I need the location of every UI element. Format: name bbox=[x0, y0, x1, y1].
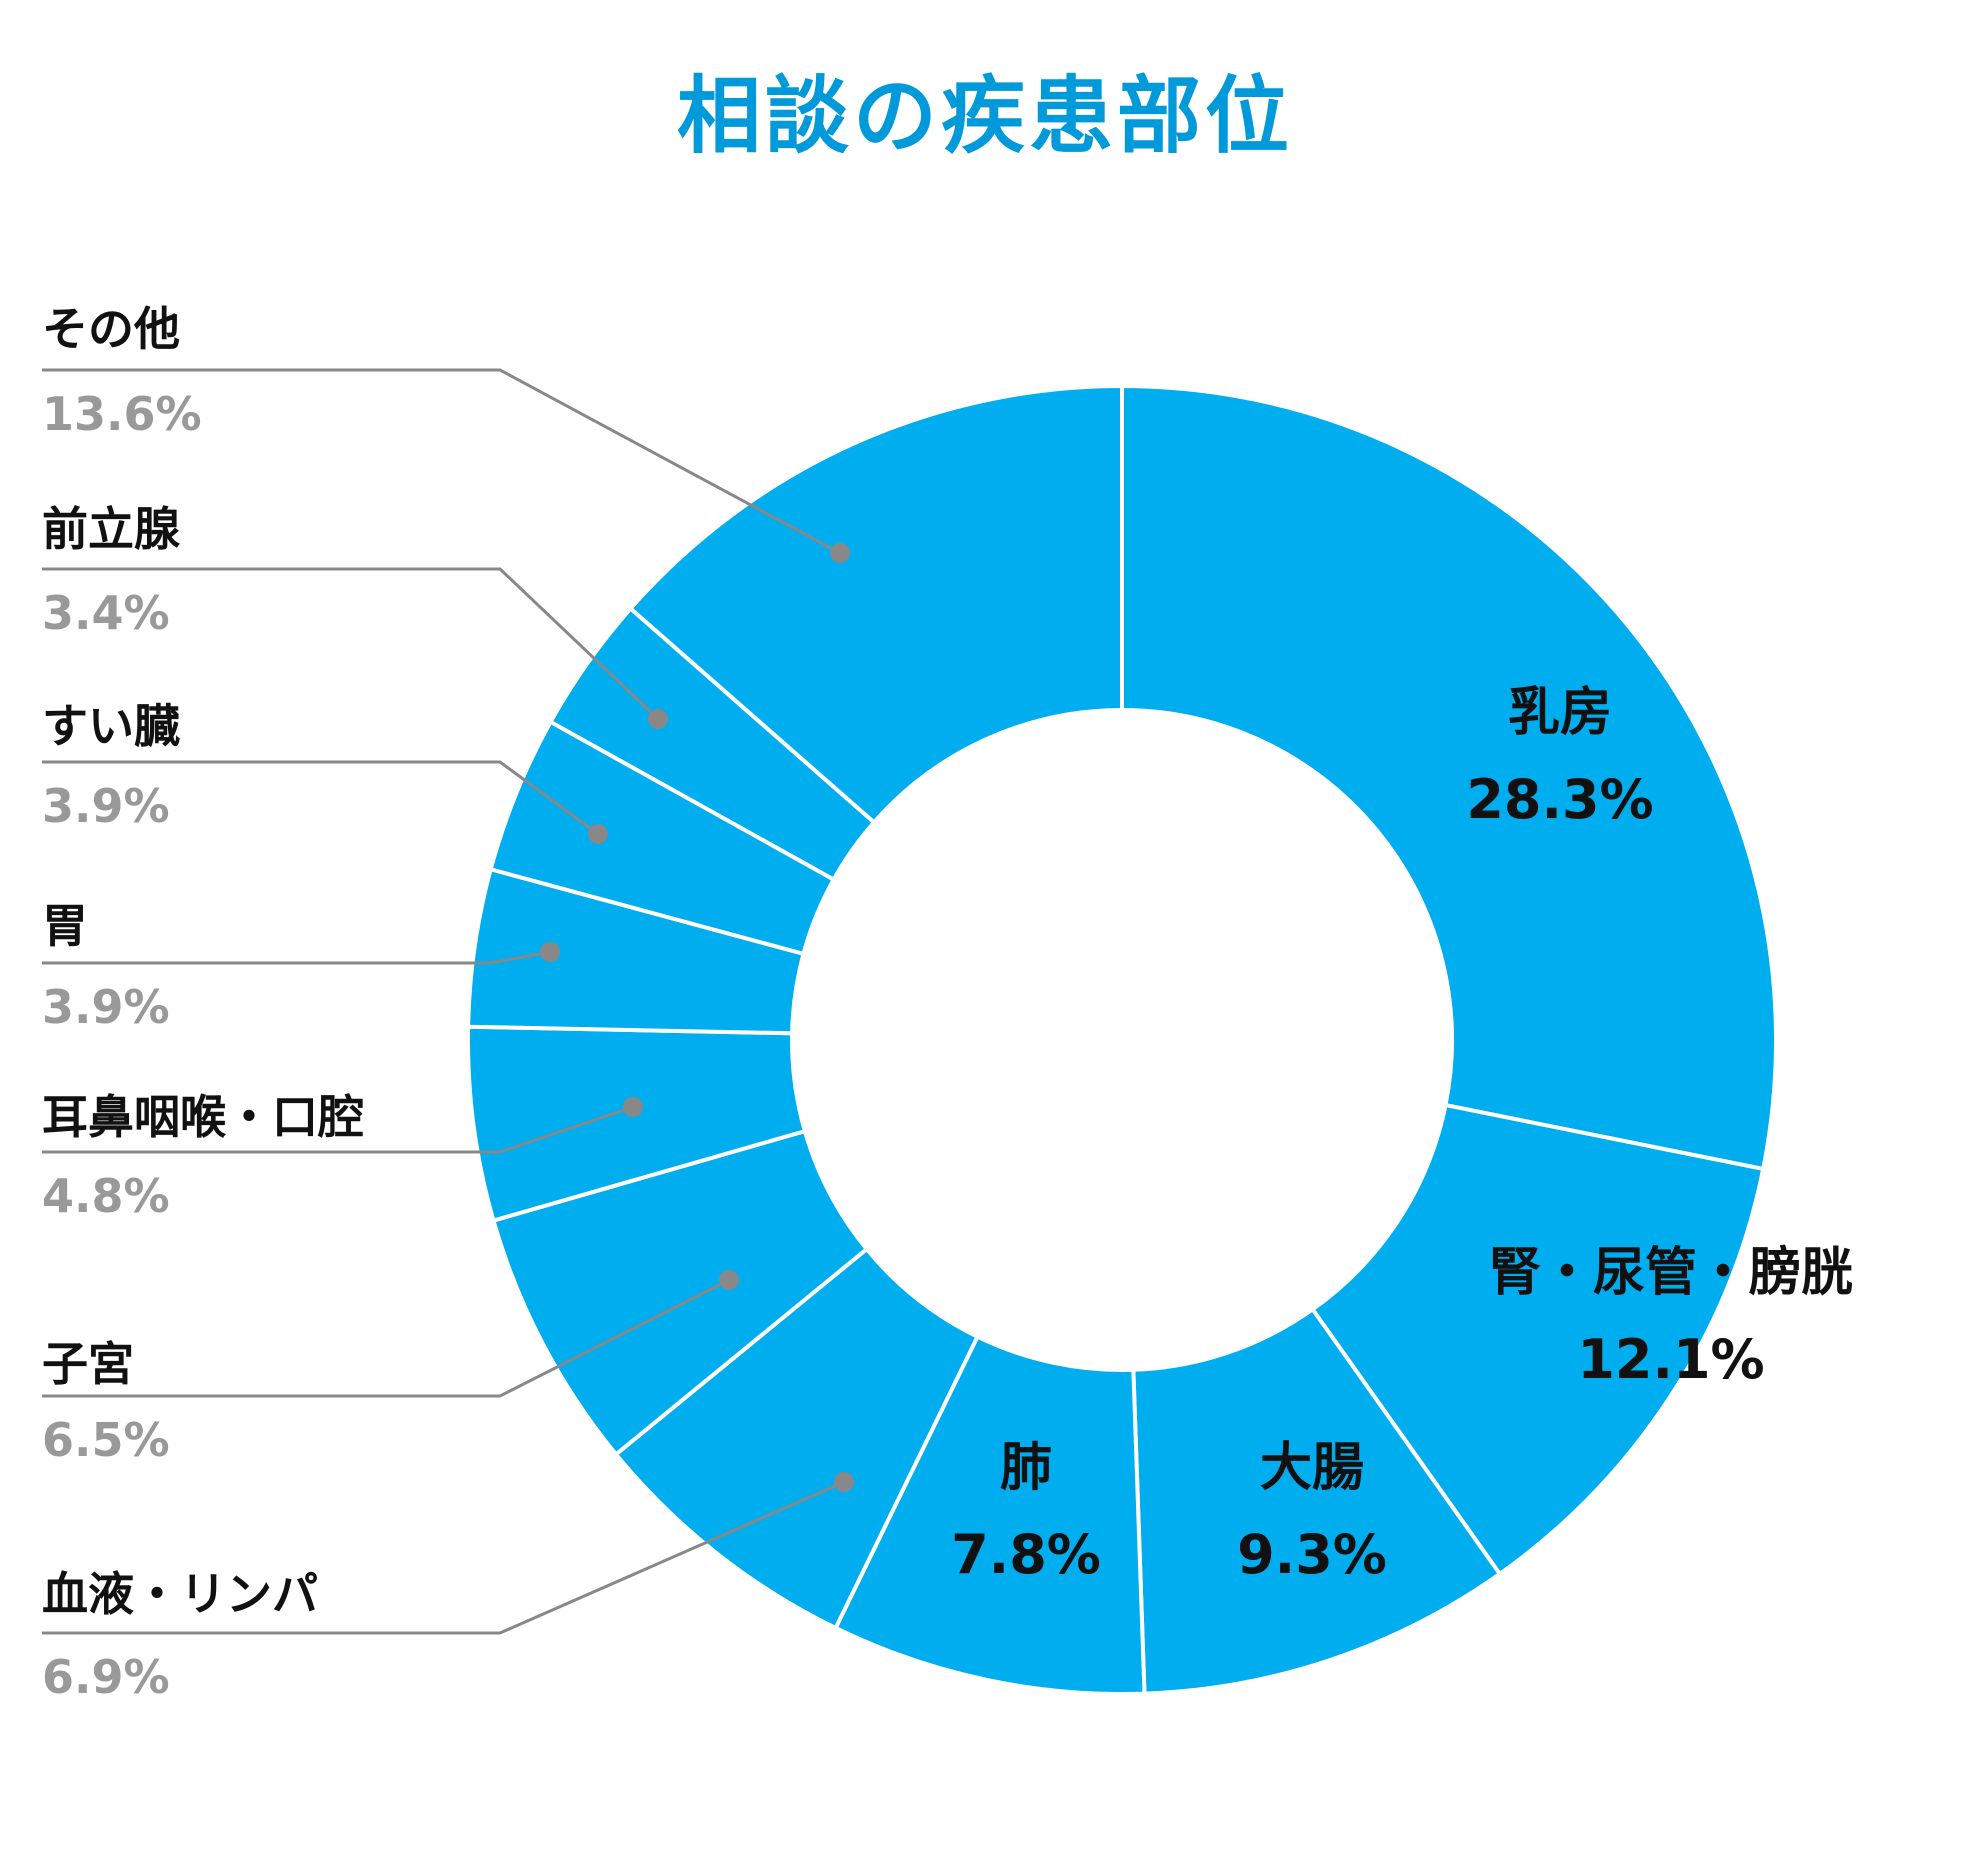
slice-value-1: 12.1% bbox=[1577, 1328, 1764, 1391]
slice-value-3: 7.8% bbox=[951, 1523, 1101, 1586]
leader-line-9 bbox=[42, 567, 660, 721]
slice-0 bbox=[1120, 383, 1778, 1172]
outer-label-8: すい臓 bbox=[42, 699, 180, 753]
slice-2 bbox=[1131, 1306, 1503, 1696]
outer-label-4: 血液・リンパ bbox=[42, 1567, 318, 1621]
leader-dot-8 bbox=[588, 824, 608, 844]
slice-1 bbox=[1309, 1102, 1766, 1577]
outer-value-7: 3.9% bbox=[42, 980, 170, 1034]
outer-label-10: その他 bbox=[42, 302, 180, 356]
outer-value-9: 3.4% bbox=[42, 586, 170, 640]
slice-label-1: 腎・尿管・膀胱 bbox=[1489, 1243, 1853, 1303]
slice-value-2: 9.3% bbox=[1237, 1523, 1387, 1586]
leader-dot-4 bbox=[834, 1472, 854, 1492]
outer-value-4: 6.9% bbox=[42, 1650, 170, 1704]
outer-label-6: 耳鼻咽喉・口腔 bbox=[42, 1090, 364, 1144]
slice-label-0: 乳房 bbox=[1508, 683, 1612, 743]
outer-value-10: 13.6% bbox=[42, 387, 202, 441]
leader-dot-10 bbox=[830, 543, 850, 563]
outer-value-5: 6.5% bbox=[42, 1413, 170, 1467]
slice-label-2: 大腸 bbox=[1260, 1438, 1364, 1498]
outer-value-6: 4.8% bbox=[42, 1169, 170, 1223]
outer-label-5: 子宮 bbox=[42, 1337, 134, 1391]
leader-dot-7 bbox=[540, 942, 560, 962]
leader-dot-9 bbox=[648, 709, 668, 729]
slice-value-0: 28.3% bbox=[1466, 768, 1653, 831]
outer-label-7: 胃 bbox=[42, 899, 88, 953]
chart-title: 相談の疾患部位 bbox=[676, 67, 1293, 165]
slice-label-3: 肺 bbox=[1000, 1438, 1052, 1498]
leader-line-5 bbox=[42, 1278, 730, 1398]
leader-line-8 bbox=[42, 760, 599, 836]
outer-value-8: 3.9% bbox=[42, 779, 170, 833]
leader-dot-6 bbox=[623, 1097, 643, 1117]
outer-label-9: 前立腺 bbox=[42, 502, 180, 556]
leader-line-10 bbox=[42, 368, 841, 555]
leader-dot-5 bbox=[719, 1270, 739, 1290]
slices bbox=[466, 383, 1778, 1696]
leader-line-4 bbox=[42, 1480, 845, 1635]
leader-line-7 bbox=[42, 950, 551, 965]
leader-line-6 bbox=[42, 1105, 634, 1154]
